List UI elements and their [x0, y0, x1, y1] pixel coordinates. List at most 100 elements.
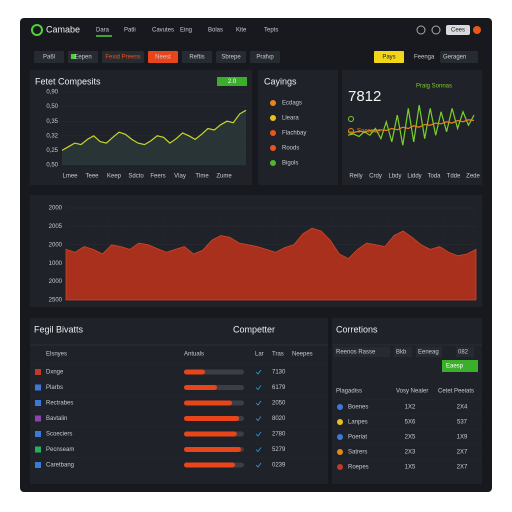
x-tick-label: Lbdy	[388, 174, 401, 180]
filter[interactable]	[416, 347, 442, 357]
line	[347, 119, 475, 134]
kpi-value: 7812	[348, 88, 381, 105]
x-tick-label: Reily	[349, 174, 362, 180]
column-header: Lar	[255, 352, 264, 358]
legend-dot	[348, 128, 354, 134]
row-icon	[35, 462, 41, 468]
y-tick-label: 1000	[49, 261, 63, 267]
x-tick-label: Zume	[216, 174, 232, 180]
filter[interactable]	[456, 347, 474, 357]
legend-dot	[270, 100, 276, 106]
x-tick-label: Crdy	[369, 174, 382, 180]
button-label[interactable]: Pays	[382, 55, 395, 61]
check	[255, 447, 262, 453]
legend-label: Roods	[282, 146, 299, 152]
tab-label[interactable]: Feenga	[414, 55, 435, 61]
panel-title: Fegil Bivatts	[34, 324, 84, 334]
tab-label[interactable]: Neest	[155, 55, 171, 61]
dropdown[interactable]	[440, 51, 478, 63]
check	[255, 431, 262, 437]
tab[interactable]	[216, 51, 246, 63]
column-header: Tras	[272, 352, 284, 358]
nav-item[interactable]: Patli	[124, 28, 136, 34]
filter-label[interactable]: 082	[458, 350, 469, 356]
nav-item[interactable]: Dara	[96, 28, 110, 34]
button-label[interactable]: Cees	[451, 28, 465, 34]
progress-bar	[184, 369, 205, 375]
row-value: 2X5	[405, 435, 416, 441]
badge-label: 2.0	[228, 79, 237, 85]
row-icon	[337, 434, 343, 440]
button-label[interactable]: Eaesp	[446, 364, 464, 370]
tab-label[interactable]: Pa6l	[43, 55, 55, 61]
highlight-button[interactable]	[374, 51, 404, 63]
row-value: 1X2	[405, 405, 416, 411]
legend-dot	[348, 116, 354, 122]
action-button[interactable]	[442, 360, 478, 372]
nav-item[interactable]: Eing	[180, 28, 192, 34]
filter[interactable]	[394, 347, 412, 357]
tab-label[interactable]: Sbrepe	[221, 55, 241, 61]
row-value: 2X3	[405, 450, 416, 456]
row-value: 2050	[272, 401, 286, 407]
nav-item[interactable]: Tepts	[264, 28, 278, 34]
nav-item[interactable]: Bolas	[208, 28, 223, 34]
progress-bar	[184, 416, 240, 421]
row-value: 2780	[272, 432, 286, 438]
nav-item[interactable]: Cavutes	[152, 28, 174, 34]
row-value: 6179	[272, 385, 286, 391]
tab[interactable]	[250, 51, 280, 63]
nav-item[interactable]: Kite	[236, 28, 247, 34]
row-name: Pecnseam	[46, 447, 74, 453]
x-tick-label: Teee	[85, 174, 99, 180]
progress-bar	[184, 462, 235, 468]
column-header: Cetet Peeiats	[438, 389, 474, 395]
row-value: 1X9	[457, 435, 468, 441]
filter[interactable]	[334, 347, 390, 357]
row-icon	[337, 404, 343, 410]
filter-label[interactable]: Eeneag	[418, 350, 439, 356]
column-header: Elsnyes	[46, 352, 67, 358]
filter-label[interactable]: Bkb	[396, 350, 407, 356]
row-value: 5279	[272, 447, 286, 453]
x-tick-label: Toda	[427, 174, 441, 180]
tab-label[interactable]: Eepen	[74, 55, 91, 61]
panel	[30, 318, 328, 484]
tab-label[interactable]: Fexid Preens	[105, 55, 140, 61]
y-tick-label: 0,35	[46, 119, 58, 125]
row-name: Lanpes	[348, 420, 368, 426]
x-tick-label: Sdcto	[128, 174, 144, 180]
tab-label[interactable]: Reftis	[189, 55, 204, 61]
panel	[332, 318, 482, 484]
progress-bar	[184, 431, 237, 437]
row-icon	[35, 369, 41, 375]
progress-bar	[184, 400, 232, 406]
row-name: Dxnge	[46, 370, 64, 376]
row-value: 5X6	[405, 420, 416, 426]
check	[255, 385, 262, 391]
legend-label: Praig Sonnas	[416, 84, 452, 90]
badge	[217, 77, 247, 86]
logo	[31, 24, 43, 36]
filter-label[interactable]: Reenos Rasse	[336, 350, 376, 356]
tab[interactable]	[102, 51, 144, 63]
panel-title: Fetet Compesits	[35, 76, 101, 86]
brand: Camabe	[46, 24, 80, 34]
tab-label[interactable]: Prafvp	[256, 55, 274, 61]
dropdown-label[interactable]: Geragen	[443, 55, 466, 61]
legend-dot	[270, 115, 276, 121]
row-name: Scoeciers	[46, 432, 72, 438]
tab[interactable]	[34, 51, 64, 63]
tab[interactable]	[148, 51, 178, 63]
x-tick-label: Tdde	[447, 174, 461, 180]
row-name: Caretbang	[46, 463, 74, 469]
row-icon	[337, 419, 343, 425]
tab[interactable]	[182, 51, 212, 63]
row-icon	[35, 384, 41, 391]
row-name: Boenes	[348, 405, 368, 411]
row-name: Plarbs	[46, 385, 63, 391]
legend-label: Lleara	[282, 116, 299, 122]
row-value: 537	[457, 420, 468, 426]
button[interactable]	[446, 25, 470, 35]
